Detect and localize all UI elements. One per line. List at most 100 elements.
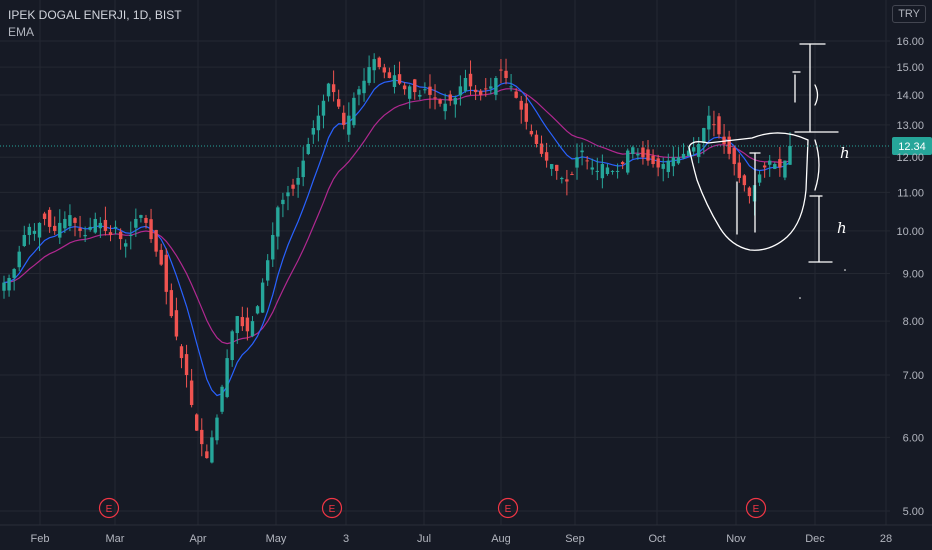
candle-body xyxy=(103,219,108,231)
y-tick-label: 11.00 xyxy=(897,187,924,199)
candle-body xyxy=(702,128,706,143)
candle-body xyxy=(448,94,452,101)
candle-body xyxy=(407,86,412,99)
candle-body xyxy=(565,179,569,182)
candle-body xyxy=(676,157,681,164)
candle-body xyxy=(555,164,559,171)
x-tick-label: Sep xyxy=(565,533,585,545)
candle-body xyxy=(184,354,189,376)
candle-body xyxy=(697,143,701,157)
candle-body xyxy=(7,278,11,291)
candle-body xyxy=(514,91,518,98)
y-tick-label: 16.00 xyxy=(896,36,924,48)
earnings-marker-label: E xyxy=(505,504,512,515)
ema-slow-path xyxy=(3,88,791,345)
currency-button[interactable]: TRY xyxy=(892,5,926,23)
candle-body xyxy=(129,234,133,237)
candle-body xyxy=(605,167,610,174)
candle-body xyxy=(63,218,67,229)
x-tick-label: Aug xyxy=(491,533,511,545)
candle-body xyxy=(88,226,92,230)
candle-body xyxy=(245,317,250,332)
candle-body xyxy=(174,310,179,337)
candle-body xyxy=(651,155,655,165)
candle-body xyxy=(585,160,589,162)
candle-body xyxy=(42,213,47,219)
candle-body xyxy=(276,207,280,237)
candle-body xyxy=(124,243,128,247)
candle-body xyxy=(590,167,594,170)
candle-body xyxy=(747,187,752,197)
candle-body xyxy=(631,147,635,155)
annotation-dot xyxy=(799,297,801,299)
candle-body xyxy=(468,73,473,87)
x-tick-label: Mar xyxy=(106,533,125,545)
candle-body xyxy=(600,164,605,179)
candle-body xyxy=(413,79,417,93)
candle-body xyxy=(331,84,336,93)
candle-body xyxy=(47,209,52,227)
candle-body xyxy=(159,249,163,265)
candle-body xyxy=(504,70,508,78)
candle-body xyxy=(737,162,741,178)
y-tick-label: 10.00 xyxy=(896,226,924,238)
candle-body xyxy=(595,170,600,172)
candle-body xyxy=(428,86,432,95)
candle-body xyxy=(620,162,625,165)
last-price-label: 12.34 xyxy=(898,141,926,153)
candle-body xyxy=(681,153,686,159)
candle-body xyxy=(560,177,564,180)
candle-body xyxy=(615,170,620,172)
candle-body xyxy=(27,226,32,236)
candle-body xyxy=(494,78,498,95)
candle-body xyxy=(707,115,711,130)
y-tick-label: 14.00 xyxy=(896,90,924,102)
y-tick-label: 6.00 xyxy=(903,432,924,444)
candle-body xyxy=(691,147,696,152)
candle-body xyxy=(778,159,782,168)
y-tick-label: 12.00 xyxy=(896,152,924,164)
annotation-h: h xyxy=(840,144,850,162)
annotation-h: h xyxy=(837,219,847,237)
candle-body xyxy=(392,75,397,87)
candle-body xyxy=(250,321,255,337)
candle-body xyxy=(788,145,792,165)
time-axis[interactable]: Feb Mar Apr May 3 Jul Aug Sep Oct Nov Dec 28 xyxy=(0,524,932,545)
candle-body xyxy=(113,226,118,229)
price-axis[interactable]: 16.00 15.00 14.00 13.00 12.00 11.00 10.00 9.00 8… xyxy=(896,36,924,518)
candle-body xyxy=(215,417,219,441)
candle-body xyxy=(519,100,523,110)
candle-body xyxy=(179,346,184,359)
symbol-title[interactable]: IPEK DOGAL ENERJI, 1D, BIST xyxy=(8,8,182,22)
candle-body xyxy=(382,67,387,73)
candle-body xyxy=(144,217,148,223)
candle-body xyxy=(473,89,478,93)
candle-body xyxy=(326,83,331,97)
candle-body xyxy=(169,290,174,317)
candle-body xyxy=(149,219,153,240)
cup-outline xyxy=(688,132,809,251)
candle-body xyxy=(646,149,650,161)
x-tick-label: 28 xyxy=(880,533,892,545)
candle-body xyxy=(727,136,731,154)
candle-body xyxy=(661,164,665,169)
candle-body xyxy=(78,228,82,231)
candle-body xyxy=(296,177,300,185)
indicator-label[interactable]: EMA xyxy=(8,25,35,39)
candle-body xyxy=(762,165,767,168)
candle-body xyxy=(768,160,772,165)
candle-body xyxy=(336,99,341,107)
candle-body xyxy=(260,282,265,313)
earnings-marker-icon xyxy=(497,497,519,519)
x-tick-label: Nov xyxy=(726,533,746,545)
drawn-annotations: hh xyxy=(688,43,850,299)
candle-body xyxy=(438,99,442,104)
chart-grid xyxy=(0,0,890,525)
earnings-marker-icon xyxy=(745,497,767,519)
y-tick-label: 15.00 xyxy=(896,62,924,74)
candle-body xyxy=(636,153,640,156)
candle-body xyxy=(306,143,310,155)
candle-body xyxy=(37,222,42,238)
